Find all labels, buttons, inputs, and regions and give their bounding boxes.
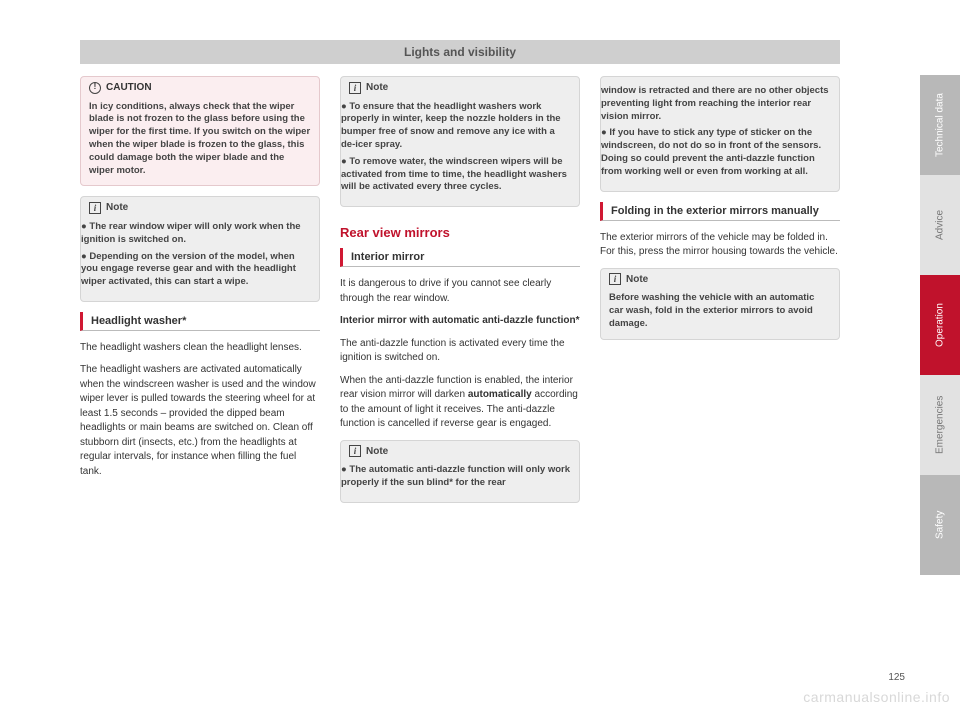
tab-operation[interactable]: Operation bbox=[920, 275, 960, 375]
note-cont-text: window is retracted and there are no oth… bbox=[601, 85, 831, 123]
note-label: Note bbox=[366, 445, 388, 459]
caution-header: ! CAUTION bbox=[81, 77, 319, 97]
caution-icon: ! bbox=[89, 82, 101, 94]
note-body: ● The automatic anti-dazzle function wil… bbox=[341, 460, 579, 502]
side-tabs: Technical data Advice Operation Emergenc… bbox=[920, 75, 960, 575]
note-header: i Note bbox=[341, 441, 579, 461]
note-body: Before washing the vehicle with an autom… bbox=[601, 288, 839, 338]
section-title: Rear view mirrors bbox=[340, 225, 580, 240]
note-label: Note bbox=[106, 201, 128, 215]
column-2: i Note ● To ensure that the headlight wa… bbox=[340, 76, 580, 513]
note-bullet: ● Depending on the version of the model,… bbox=[81, 251, 311, 289]
note-body: ● The rear window wiper will only work w… bbox=[81, 217, 319, 301]
note-box: i Note ● The rear window wiper will only… bbox=[80, 196, 320, 302]
body-text: When the anti-dazzle function is enabled… bbox=[340, 374, 580, 432]
note-header: i Note bbox=[341, 77, 579, 97]
note-bullet: ● To ensure that the headlight washers w… bbox=[341, 101, 571, 152]
body-text: The exterior mirrors of the vehicle may … bbox=[600, 231, 840, 260]
subheading: Folding in the exterior mirrors manually bbox=[600, 202, 840, 221]
note-box: i Note ● The automatic anti-dazzle funct… bbox=[340, 440, 580, 503]
column-1: ! CAUTION In icy conditions, always chec… bbox=[80, 76, 320, 513]
info-icon: i bbox=[89, 202, 101, 214]
note-body: window is retracted and there are no oth… bbox=[601, 77, 839, 191]
body-text: It is dangerous to drive if you cannot s… bbox=[340, 277, 580, 306]
note-box: i Note Before washing the vehicle with a… bbox=[600, 268, 840, 340]
info-icon: i bbox=[609, 273, 621, 285]
caution-box: ! CAUTION In icy conditions, always chec… bbox=[80, 76, 320, 186]
note-body: ● To ensure that the headlight washers w… bbox=[341, 97, 579, 207]
column-3: window is retracted and there are no oth… bbox=[600, 76, 840, 513]
note-box-continued: window is retracted and there are no oth… bbox=[600, 76, 840, 192]
tab-advice[interactable]: Advice bbox=[920, 175, 960, 275]
body-text: The headlight washers are activated auto… bbox=[80, 363, 320, 479]
body-text: The headlight washers clean the headligh… bbox=[80, 341, 320, 356]
page-title: Lights and visibility bbox=[80, 40, 840, 64]
body-text-bold: Interior mirror with automatic anti-dazz… bbox=[340, 314, 580, 329]
note-header: i Note bbox=[601, 269, 839, 289]
note-bullet: ● The automatic anti-dazzle function wil… bbox=[341, 464, 571, 490]
page-number: 125 bbox=[888, 672, 905, 683]
subheading: Headlight washer* bbox=[80, 312, 320, 331]
note-label: Note bbox=[626, 273, 648, 287]
note-header: i Note bbox=[81, 197, 319, 217]
watermark: carmanualsonline.info bbox=[803, 689, 950, 705]
note-box: i Note ● To ensure that the headlight wa… bbox=[340, 76, 580, 207]
note-bullet: ● The rear window wiper will only work w… bbox=[81, 221, 311, 247]
caution-body: In icy conditions, always check that the… bbox=[81, 97, 319, 186]
tab-safety[interactable]: Safety bbox=[920, 475, 960, 575]
manual-page: Lights and visibility ! CAUTION In icy c… bbox=[80, 40, 840, 660]
note-bullet: ● To remove water, the windscreen wipers… bbox=[341, 156, 571, 194]
info-icon: i bbox=[349, 82, 361, 94]
caution-label: CAUTION bbox=[106, 81, 152, 95]
tab-technical-data[interactable]: Technical data bbox=[920, 75, 960, 175]
note-label: Note bbox=[366, 81, 388, 95]
content-columns: ! CAUTION In icy conditions, always chec… bbox=[80, 76, 840, 513]
body-text: The anti-dazzle function is activated ev… bbox=[340, 337, 580, 366]
info-icon: i bbox=[349, 445, 361, 457]
tab-emergencies[interactable]: Emergencies bbox=[920, 375, 960, 475]
subheading: Interior mirror bbox=[340, 248, 580, 267]
note-bullet: ● If you have to stick any type of stick… bbox=[601, 127, 831, 178]
